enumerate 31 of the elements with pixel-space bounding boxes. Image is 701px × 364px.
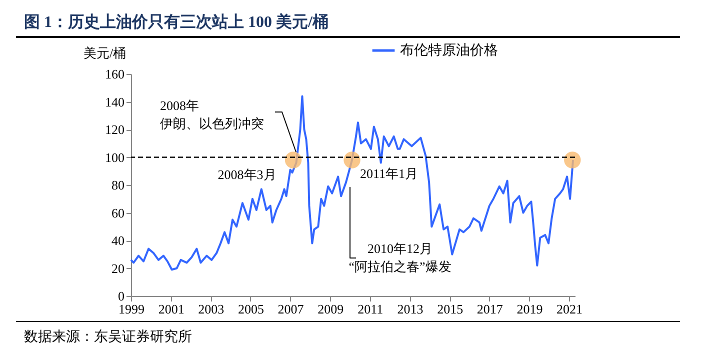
annotation: “阿拉伯之春”爆发 — [348, 259, 452, 274]
annotation: 2008年3月 — [218, 167, 276, 182]
x-tick-label: 2007 — [278, 302, 304, 316]
y-tick-label: 160 — [105, 66, 124, 82]
y-tick-label: 20 — [112, 260, 124, 276]
y-tick-label: 120 — [105, 122, 124, 137]
x-tick-label: 2013 — [397, 302, 424, 316]
x-tick-label: 2021 — [556, 302, 583, 316]
source-note: 数据来源：东吴证券研究所 — [16, 321, 680, 346]
y-tick-label: 100 — [105, 150, 124, 165]
annotation: 2011年1月 — [360, 166, 418, 182]
x-tick-label: 2015 — [437, 302, 464, 316]
x-tick-label: 2017 — [476, 302, 504, 316]
y-tick-label: 60 — [112, 205, 124, 220]
y-axis-title: 美元/桶 — [84, 46, 126, 60]
x-tick-label: 1999 — [118, 302, 144, 316]
x-tick-label: 2019 — [516, 302, 543, 316]
y-tick-label: 0 — [118, 288, 124, 304]
annotation: 伊朗、以色列冲突 — [160, 116, 264, 131]
x-tick-label: 2005 — [238, 302, 264, 316]
y-tick-label: 40 — [112, 233, 124, 248]
annotation: 2008年 — [160, 98, 199, 113]
annotation: 2010年12月 — [368, 241, 432, 256]
y-tick-label: 140 — [105, 94, 124, 110]
x-tick-label: 2003 — [198, 302, 224, 316]
legend-label: 布伦特原油价格 — [400, 42, 498, 58]
chart-title: 图 1：历史上油价只有三次站上 100 美元/桶 — [16, 8, 680, 38]
y-tick-label: 80 — [112, 178, 124, 192]
x-tick-label: 2001 — [158, 302, 184, 316]
x-tick-label: 2009 — [318, 302, 344, 316]
x-tick-label: 2011 — [358, 302, 384, 316]
